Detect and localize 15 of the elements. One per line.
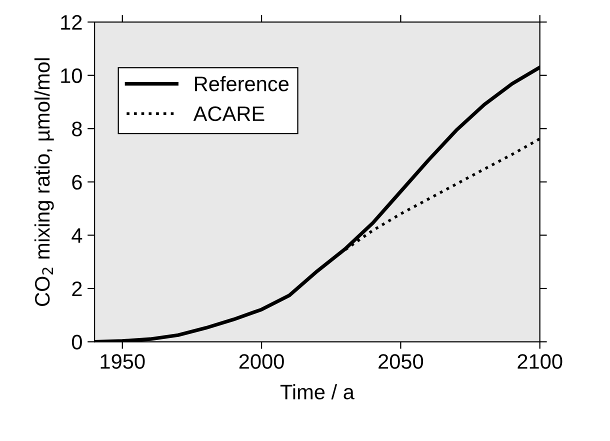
y-tick-label: 8 [72,122,82,136]
y-tick-label: 0 [72,334,82,350]
x-tick-label: 2050 [378,354,424,369]
y-tick-label: 6 [72,174,82,190]
x-tick-label: 2000 [239,354,284,369]
x-tick-label: 1950 [100,354,145,369]
y-tick-label: 12 [61,15,82,30]
legend-label: ACARE [193,106,264,122]
x-tick-label: 2100 [518,354,562,369]
y-axis-title: CO$_{2}$ mixing ratio, µmol/mol [34,58,54,306]
legend-label: Reference [195,76,289,92]
y-tick-label: 10 [61,68,82,84]
y-tick-label: 2 [72,281,82,296]
x-axis-title: Time / a [280,384,354,400]
y-tick-label: 4 [72,228,82,243]
